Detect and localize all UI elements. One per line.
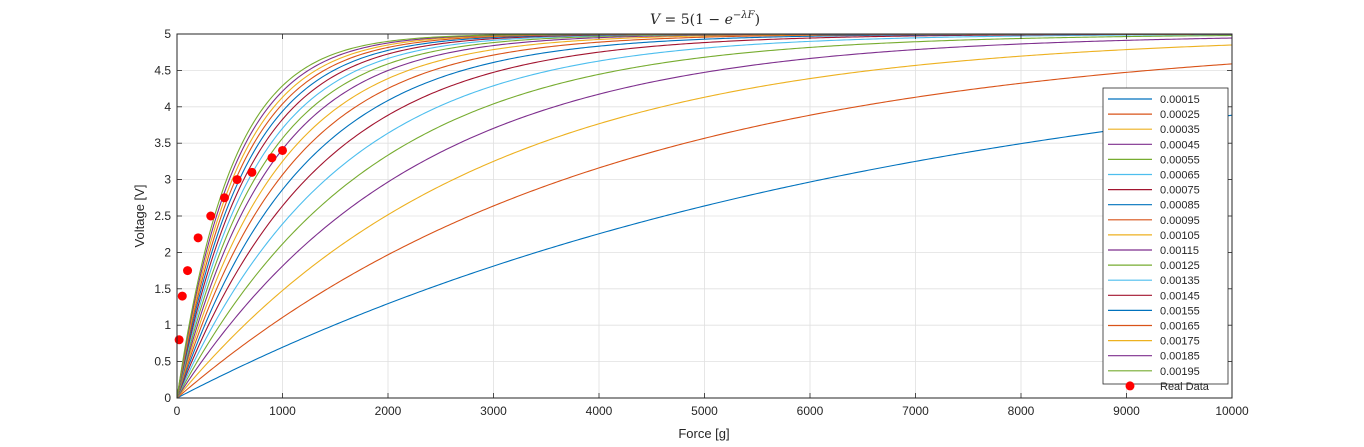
legend-label: 0.00045	[1160, 139, 1200, 151]
legend-label: 0.00185	[1160, 351, 1200, 363]
y-tick-label: 4	[164, 100, 171, 114]
y-axis-ticks: 0 0.5 1 1.5 2 2.5 3 3.5 4 4.5 5	[154, 27, 1232, 405]
chart-title: V = 5(1 − e−λF)	[650, 10, 760, 28]
y-tick-label: 3	[164, 173, 171, 187]
title-base: e	[725, 12, 733, 28]
legend-label-real-data: Real Data	[1160, 381, 1210, 393]
legend-label: 0.00145	[1160, 290, 1200, 302]
y-tick-label: 2.5	[154, 209, 171, 223]
series-line-0.00045	[177, 37, 1232, 398]
x-tick-label: 8000	[1008, 404, 1035, 418]
legend-label: 0.00195	[1160, 366, 1200, 378]
x-tick-label: 2000	[375, 404, 402, 418]
real-data-point	[267, 153, 277, 163]
legend-label: 0.00035	[1160, 124, 1200, 136]
legend-label: 0.00125	[1160, 260, 1200, 272]
real-data-point	[247, 167, 257, 177]
real-data-point	[206, 211, 216, 221]
y-tick-label: 5	[164, 27, 171, 41]
real-data-point	[278, 145, 287, 155]
legend-label: 0.00095	[1160, 215, 1200, 227]
legend-entries: 0.00015 0.00025 0.00035 0.00045 0.00055 0.000…	[1108, 94, 1210, 393]
x-tick-label: 1000	[269, 404, 296, 418]
y-tick-label: 1	[164, 318, 171, 332]
legend-label: 0.00015	[1160, 94, 1200, 106]
x-axis-label: Force [g]	[678, 426, 729, 441]
real-data-point	[232, 175, 242, 185]
x-tick-label: 6000	[797, 404, 824, 418]
legend-label: 0.00155	[1160, 305, 1200, 317]
series-line-0.00025	[177, 63, 1232, 398]
legend-label: 0.00085	[1160, 200, 1200, 212]
real-data-point	[219, 193, 229, 203]
series-line-0.00065	[177, 34, 1232, 398]
title-mid: = 5(1 −	[660, 12, 725, 28]
x-axis-ticks: 0 1000 2000 3000 4000 5000 6000 7000 8000 9000 100…	[174, 34, 1249, 418]
series-line-0.00035	[177, 44, 1232, 398]
y-tick-label: 0	[164, 391, 171, 405]
x-tick-label: 7000	[902, 404, 929, 418]
series-line-0.00055	[177, 34, 1232, 398]
legend-label: 0.00065	[1160, 170, 1200, 182]
legend-label: 0.00175	[1160, 336, 1200, 348]
legend-label: 0.00055	[1160, 154, 1200, 166]
legend-label: 0.00165	[1160, 321, 1200, 333]
x-tick-label: 4000	[586, 404, 613, 418]
real-data-point	[177, 291, 187, 301]
real-data-point	[193, 233, 203, 243]
title-lhs: V	[650, 12, 662, 28]
x-tick-label: 10000	[1215, 404, 1249, 418]
legend-label: 0.00105	[1160, 230, 1200, 242]
real-data-point	[174, 335, 184, 345]
real-data-point	[183, 266, 193, 276]
x-tick-label: 5000	[691, 404, 718, 418]
x-tick-label: 0	[174, 404, 181, 418]
y-tick-label: 3.5	[154, 136, 171, 150]
legend-box	[1102, 87, 1229, 385]
legend: 0.00015 0.00025 0.00035 0.00045 0.00055 0.000…	[1102, 87, 1229, 393]
legend-swatch-real-data	[1125, 381, 1135, 391]
series-line-0.00015	[177, 114, 1232, 398]
x-tick-label: 9000	[1113, 404, 1140, 418]
title-exponent: −λF	[733, 10, 756, 21]
x-tick-label: 3000	[480, 404, 507, 418]
y-tick-label: 0.5	[154, 355, 171, 369]
plot-area: 0 1000 2000 3000 4000 5000 6000 7000 8000 9000 100…	[154, 27, 1249, 418]
title-close: )	[755, 12, 760, 28]
y-tick-label: 1.5	[154, 282, 171, 296]
legend-label: 0.00075	[1160, 185, 1200, 197]
y-tick-label: 4.5	[154, 63, 171, 77]
legend-label: 0.00025	[1160, 109, 1200, 121]
legend-label: 0.00115	[1160, 245, 1199, 257]
y-axis-label: Voltage [V]	[132, 185, 147, 248]
y-tick-label: 2	[164, 245, 171, 259]
legend-label: 0.00135	[1160, 275, 1200, 287]
